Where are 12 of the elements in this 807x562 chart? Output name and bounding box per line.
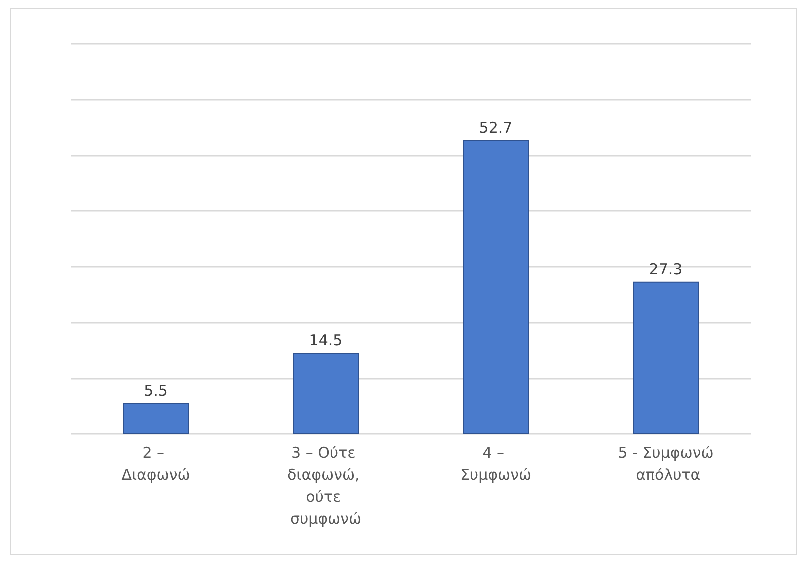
x-tick-label: 4 – Συμφωνώ: [460, 444, 532, 484]
x-tick-label: 3 – Ούτε διαφωνώ, ούτε συμφωνώ: [287, 444, 365, 528]
data-label: 27.3: [649, 260, 683, 278]
bar: [463, 140, 529, 434]
data-label: 14.5: [309, 332, 343, 350]
bar: [123, 403, 189, 434]
x-tick-label: 5 - Συμφωνώ απόλυτα: [618, 444, 714, 484]
data-label: 5.5: [144, 382, 168, 400]
x-tick-label: 2 – Διαφωνώ: [122, 444, 190, 484]
data-label: 52.7: [479, 118, 513, 137]
bar: [293, 353, 359, 434]
bar: [633, 282, 699, 434]
